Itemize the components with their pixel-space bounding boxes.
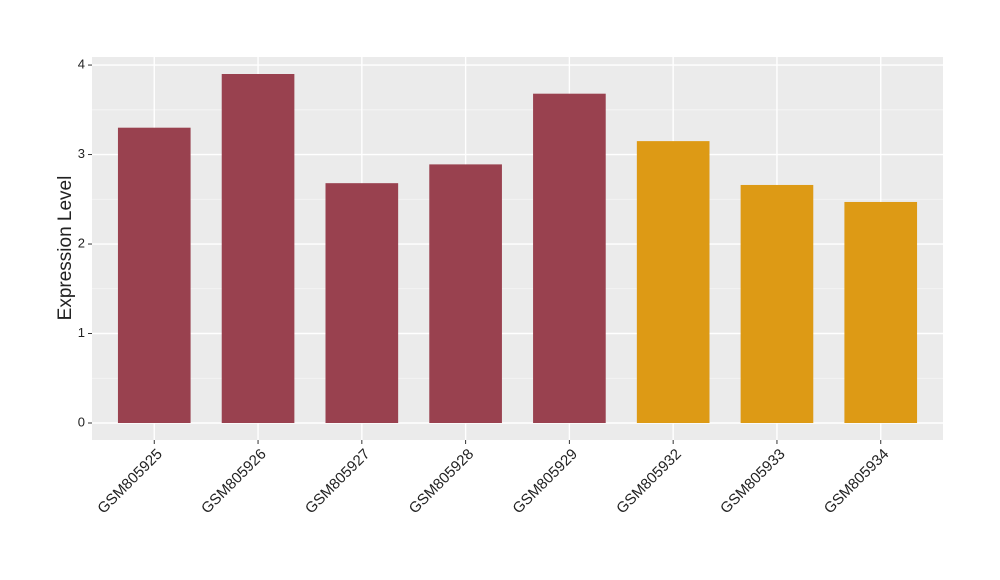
x-tick-label: GSM805932 — [613, 446, 685, 518]
marks — [117, 74, 918, 423]
x-tick-label: GSM805934 — [821, 446, 893, 518]
y-tick-label: 3 — [78, 146, 85, 161]
bar — [636, 141, 710, 423]
x-tick-label: GSM805933 — [717, 446, 789, 518]
bar — [221, 74, 295, 423]
x-tick-label: GSM805929 — [509, 446, 581, 518]
bar — [117, 127, 191, 423]
x-tick-label: GSM805927 — [302, 446, 374, 518]
y-tick-label: 0 — [78, 414, 85, 429]
plot-background — [92, 57, 943, 440]
bar — [740, 184, 814, 423]
x-tick-label: GSM805925 — [94, 446, 166, 518]
x-tick-label: GSM805928 — [406, 446, 478, 518]
x-tick-label: GSM805926 — [198, 446, 270, 518]
bar — [533, 93, 606, 423]
bar — [325, 183, 399, 423]
bar — [429, 164, 502, 423]
y-axis-label: Expression Level — [55, 176, 76, 321]
y-tick-label: 4 — [78, 56, 85, 71]
y-tick-label: 2 — [78, 235, 85, 250]
bar — [844, 201, 918, 423]
y-tick-label: 1 — [78, 325, 85, 340]
